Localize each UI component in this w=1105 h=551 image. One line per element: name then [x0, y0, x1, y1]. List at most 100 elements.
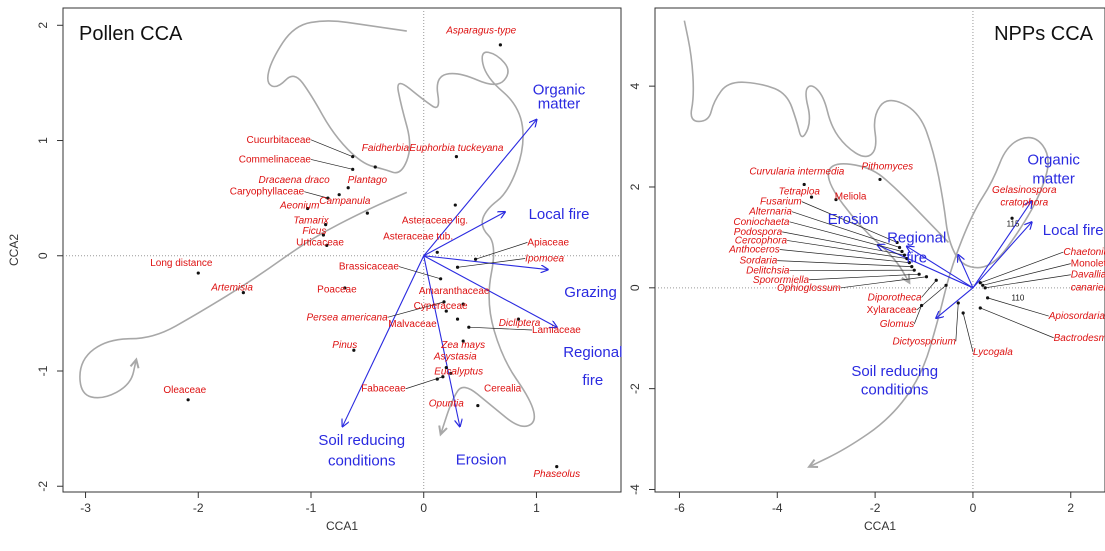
- env-arrow: [958, 255, 974, 289]
- x-tick-label: 0: [970, 501, 977, 515]
- taxon-point: [1010, 216, 1014, 220]
- taxon-point: [912, 268, 916, 272]
- label-leader: [801, 201, 898, 243]
- label-leader: [955, 302, 959, 342]
- taxon-point: [516, 317, 521, 321]
- taxon-label: Xylaraceae: [867, 305, 917, 316]
- x-tick-label: 1: [533, 501, 540, 515]
- sample-id-label: 110: [1012, 293, 1025, 302]
- taxon-label: Urticaceae: [296, 237, 344, 248]
- label-leader: [789, 269, 915, 272]
- taxon-label: Alternaria: [748, 207, 792, 218]
- taxon-point: [453, 203, 457, 207]
- taxon-point: [365, 211, 369, 215]
- taxon-point: [978, 306, 982, 310]
- label-leader: [985, 274, 1071, 289]
- taxon-point: [802, 182, 806, 187]
- taxon-label: Ophioglossum: [777, 283, 841, 294]
- taxon-point: [498, 43, 502, 47]
- taxon-label: Asteraceae tub.: [383, 232, 453, 243]
- env-arrow: [423, 120, 537, 257]
- x-tick-label: -6: [674, 501, 685, 515]
- taxon-label: Commelinaceae: [239, 154, 312, 165]
- taxon-label: Gelasinospora cratophora: [992, 185, 1057, 209]
- taxon-label: Zea mays: [440, 340, 485, 351]
- taxon-point: [476, 403, 480, 408]
- env-arrow: [423, 255, 557, 327]
- taxon-label: Cercophora: [735, 235, 788, 246]
- taxon-label: Plantago: [348, 175, 388, 186]
- label-leader: [304, 191, 329, 199]
- taxon-label: Malvaceae: [388, 319, 437, 330]
- taxon-label: Cucurbitaceae: [247, 135, 312, 146]
- env-arrow-label: Organic matter: [533, 81, 586, 112]
- taxon-point: [435, 250, 439, 254]
- taxon-label: Pinus: [332, 340, 357, 351]
- env-arrow-label: Soil reducing conditions: [318, 432, 405, 470]
- env-arrow: [972, 222, 1032, 289]
- taxon-label: Lycogala: [973, 347, 1013, 358]
- env-arrow-label: Organic matter: [1027, 151, 1080, 187]
- taxon-label: Poaceae: [317, 285, 357, 296]
- panel-title: Pollen CCA: [79, 23, 183, 45]
- taxon-point: [351, 155, 355, 159]
- taxon-point: [337, 193, 341, 197]
- taxon-label: Persea americana: [306, 312, 388, 323]
- label-leader: [840, 276, 927, 289]
- env-arrow: [423, 212, 505, 257]
- taxon-label: Caryophyllaceae: [230, 187, 305, 198]
- taxon-label: Tamarix: [293, 215, 329, 226]
- taxon-point: [351, 167, 355, 171]
- taxon-point: [435, 377, 439, 381]
- label-leader: [475, 242, 528, 260]
- taxon-point: [956, 301, 960, 305]
- taxon-point: [455, 265, 460, 269]
- y-tick-label: 1: [36, 137, 50, 144]
- y-tick-label: -4: [628, 484, 642, 495]
- x-axis-label: CCA1: [326, 519, 358, 533]
- taxon-point: [834, 197, 838, 202]
- taxon-label: Davalliacanariensis: [1071, 270, 1105, 294]
- taxon-point: [455, 317, 460, 321]
- trajectory-arrowhead: [438, 425, 448, 437]
- taxon-point: [343, 286, 347, 290]
- taxon-label: Euphorbia tuckeyana: [409, 143, 503, 154]
- taxon-label: Asystasia: [433, 351, 477, 362]
- trajectory-arrowhead: [807, 459, 819, 468]
- taxon-label: Chaetonium: [1063, 247, 1105, 258]
- taxon-point: [924, 275, 929, 279]
- taxon-label: Faidherbia: [362, 143, 410, 154]
- taxon-label: Brassicaceae: [339, 262, 399, 273]
- plot-frame: [654, 7, 1105, 493]
- label-leader: [777, 260, 912, 267]
- sample-id-label: 115: [1007, 219, 1020, 228]
- sample-trajectory: [683, 20, 1049, 468]
- label-leader: [982, 263, 1071, 286]
- taxon-point: [346, 186, 350, 190]
- taxon-point: [917, 272, 921, 276]
- y-tick-label: -1: [36, 365, 50, 376]
- taxon-label: Coniochaeta: [733, 217, 790, 228]
- env-arrow-label: Soil reducing conditions: [851, 363, 938, 399]
- y-tick-label: 2: [36, 22, 50, 29]
- taxon-point: [978, 281, 982, 285]
- x-tick-label: -4: [772, 501, 783, 515]
- taxon-point: [454, 155, 459, 159]
- sample-trajectory-branch: [827, 163, 950, 284]
- taxon-point: [919, 303, 924, 308]
- taxon-point: [981, 283, 985, 287]
- taxon-label: Delitchsia: [746, 266, 790, 277]
- taxon-label: Artemisia: [210, 282, 253, 293]
- env-arrow-label: Erosion: [828, 211, 879, 228]
- pollen-cca-panel: -3 -2 -1 0 1 -2 -1 0 1 2 CCA1 CCA2 Pollen CCA Organic…: [7, 7, 622, 533]
- taxon-point: [324, 223, 328, 227]
- label-leader: [310, 159, 353, 170]
- taxon-label: Cerealia: [484, 384, 522, 395]
- taxon-point: [325, 243, 329, 247]
- taxon-label: Aeonium: [279, 201, 319, 212]
- env-arrow-label: Local fire: [529, 206, 590, 223]
- label-leader: [782, 231, 905, 256]
- x-tick-label: 0: [420, 501, 427, 515]
- taxon-label: Meliola: [835, 192, 867, 203]
- taxon-label: Campanula: [319, 196, 371, 207]
